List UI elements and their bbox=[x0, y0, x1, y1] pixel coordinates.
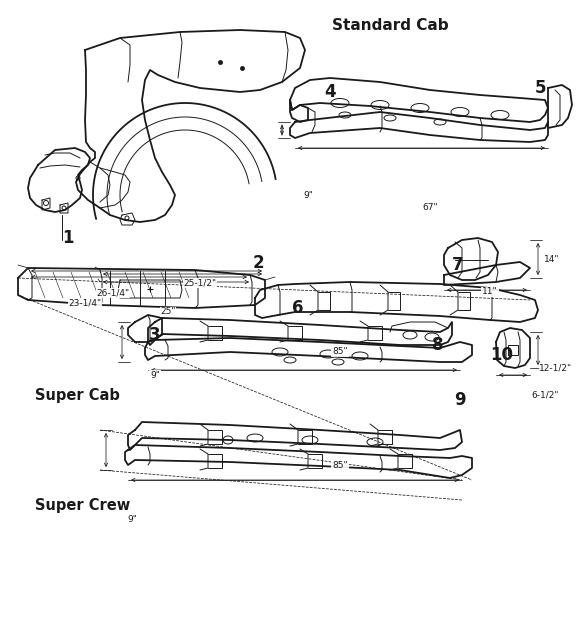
Text: Super Cab: Super Cab bbox=[35, 388, 120, 403]
Text: 67": 67" bbox=[422, 203, 438, 212]
Text: 6-1/2": 6-1/2" bbox=[531, 391, 559, 399]
Text: 23-1/4": 23-1/4" bbox=[68, 298, 102, 308]
Text: 9": 9" bbox=[303, 190, 313, 200]
Text: 12-1/2": 12-1/2" bbox=[539, 364, 573, 372]
Text: 2: 2 bbox=[252, 254, 264, 272]
Text: 9": 9" bbox=[127, 516, 137, 524]
Text: 7: 7 bbox=[452, 256, 464, 274]
Text: 11": 11" bbox=[482, 288, 498, 296]
Text: 25-1/2": 25-1/2" bbox=[183, 278, 217, 288]
Text: 3: 3 bbox=[149, 326, 161, 344]
Text: 25": 25" bbox=[160, 308, 176, 317]
Text: 26-1/4": 26-1/4" bbox=[97, 288, 129, 298]
Text: 6: 6 bbox=[292, 299, 304, 317]
Text: 85": 85" bbox=[332, 347, 348, 357]
Text: Standard Cab: Standard Cab bbox=[332, 18, 449, 33]
Text: 10: 10 bbox=[491, 346, 513, 364]
Text: 85": 85" bbox=[332, 462, 348, 470]
Text: 9: 9 bbox=[454, 391, 466, 409]
Text: 9": 9" bbox=[150, 371, 160, 379]
Text: 1: 1 bbox=[62, 229, 74, 247]
Text: 4: 4 bbox=[324, 83, 336, 101]
Text: 8: 8 bbox=[432, 336, 444, 354]
Text: Super Crew: Super Crew bbox=[35, 498, 130, 513]
Text: 14": 14" bbox=[544, 256, 560, 264]
Text: 5: 5 bbox=[534, 79, 546, 97]
